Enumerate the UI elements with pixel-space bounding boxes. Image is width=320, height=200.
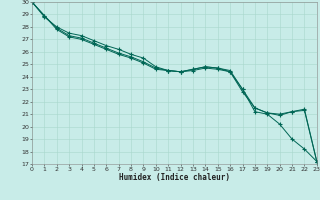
X-axis label: Humidex (Indice chaleur): Humidex (Indice chaleur) — [119, 173, 230, 182]
